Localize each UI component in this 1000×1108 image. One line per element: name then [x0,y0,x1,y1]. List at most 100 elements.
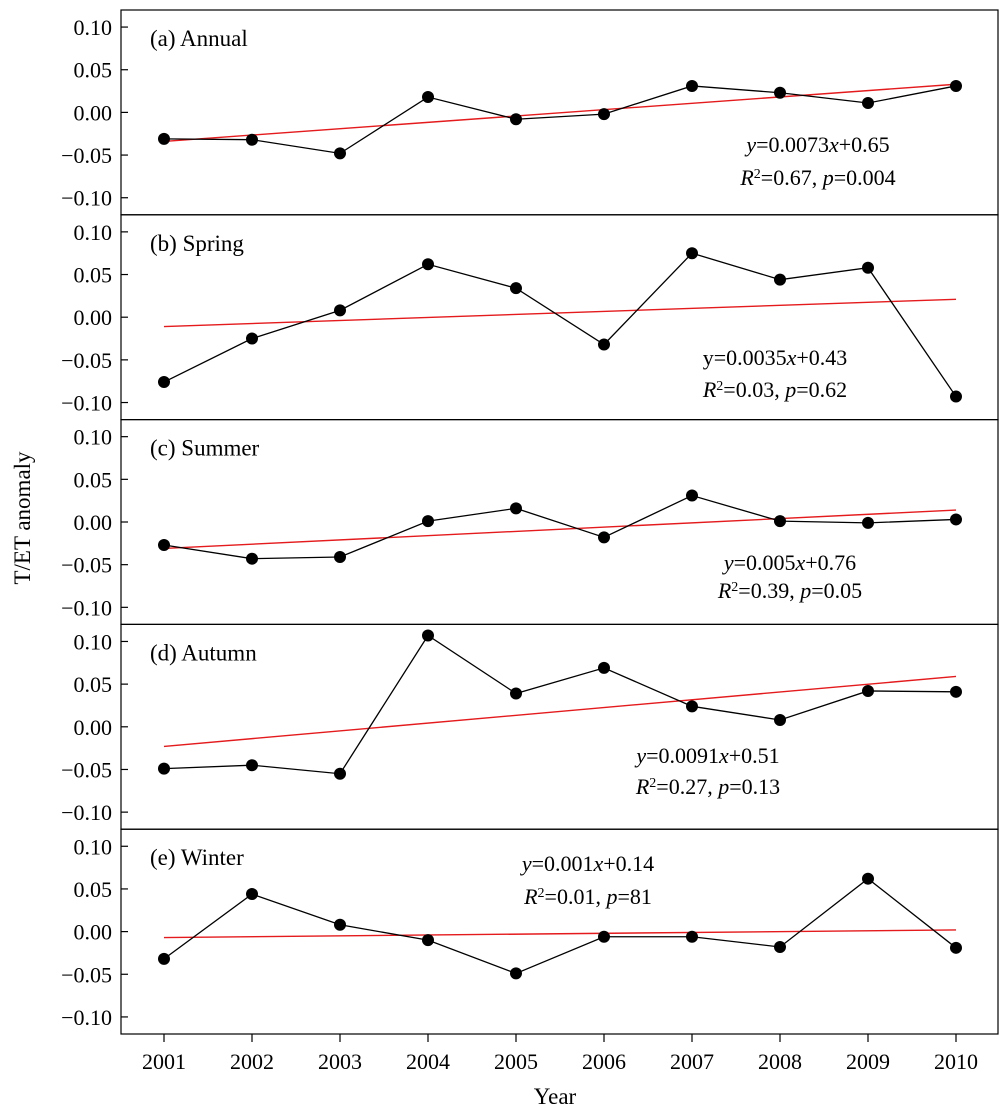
panel-2: −0.10 −0.05 0.00 0.05 0.10 (b) Spring y=0.0035… [61,214,999,421]
data-point [598,661,610,674]
y-tick-label: 0.05 [74,58,113,83]
stats-r: R [635,774,650,799]
regression-equation: y=0.0073x+0.65 [744,132,889,157]
data-point [158,762,170,775]
data-point [774,713,786,726]
equation-intercept: +0.65 [839,132,890,157]
series-line [163,634,957,775]
data-point [950,390,962,403]
data-point [774,515,786,528]
equation-x-var: x [593,851,604,876]
data-point [334,550,346,563]
y-tick-label: 0.10 [74,15,113,40]
data-point [598,531,610,544]
stats-p: p [604,884,617,909]
panel-4: −0.10 −0.05 0.00 0.05 0.10 (d) Autumn y=0.0091… [61,623,999,830]
x-tick-label: 2007 [670,1049,714,1074]
stats-p-value: =0.004 [834,165,896,190]
data-point [862,872,874,885]
y-tick-label: 0.00 [74,715,113,740]
data-point [686,489,698,502]
y-tick-label: 0.05 [74,877,113,902]
stats-r: R [717,578,732,603]
regression-stats: R2=0.39, p=0.05 [717,578,862,603]
equation-x-var: x [718,743,729,768]
y-tick-label: −0.10 [61,800,112,825]
data-point [686,930,698,943]
x-tick-label: 2001 [142,1049,186,1074]
data-point [862,516,874,529]
data-point [862,261,874,274]
trend-line [163,509,957,550]
y-tick-label: −0.10 [61,595,112,620]
equation-intercept: +0.14 [603,851,654,876]
data-point [510,282,522,295]
regression-equation: y=0.005x+0.76 [722,550,856,575]
y-tick-label: 0.05 [74,672,113,697]
stats-r2-value: =0.27, [656,774,718,799]
stats-r: R [702,377,717,402]
stats-r-exponent: 2 [731,580,738,595]
data-point [774,940,786,953]
equation-slope: =0.001 [532,851,594,876]
x-tick-label: 2006 [582,1049,626,1074]
equation-slope: =0.0073 [756,132,829,157]
data-point [510,502,522,515]
regression-equation: y=0.001x+0.14 [520,851,654,876]
panel-1: −0.10 −0.05 0.00 0.05 0.10 (a) Annual y=0.0073… [61,9,999,216]
data-point [422,258,434,271]
stats-r: R [739,165,754,190]
trend-line [163,929,957,939]
x-tick-label: 2005 [494,1049,538,1074]
panel-stack: −0.10−0.050.000.050.10 (a) Annualy=0.0073… [61,9,999,1035]
data-point [334,767,346,780]
panel-5: −0.10 −0.05 0.00 0.05 0.10 (e) Winter y=0.001x… [61,828,999,1035]
data-point [774,86,786,99]
x-tick-label: 2009 [846,1049,890,1074]
data-point [598,108,610,121]
trend-line [163,83,957,143]
equation-x-var: x [795,550,806,575]
y-tick-label: 0.05 [74,467,113,492]
regression-stats: R2=0.03, p=0.62 [702,377,847,402]
stats-r-exponent: 2 [754,167,761,182]
regression-stats: R2=0.27, p=0.13 [635,774,780,799]
data-point [862,97,874,110]
data-point [422,934,434,947]
data-point [510,967,522,980]
equation-slope: =0.005 [734,550,796,575]
y-tick-label: 0.00 [74,920,113,945]
data-point [246,759,258,772]
x-tick-label: 2008 [758,1049,802,1074]
y-tick-label: 0.10 [74,220,113,245]
x-tick-label: 2004 [406,1049,450,1074]
data-point [686,247,698,260]
data-point [246,133,258,146]
stats-p-value: =0.62 [796,377,847,402]
stats-r: R [523,884,538,909]
trend-line [163,675,957,748]
stats-r-exponent: 2 [538,886,545,901]
y-tick-label: 0.00 [74,100,113,125]
data-point [862,684,874,697]
y-tick-label: −0.10 [61,1005,112,1030]
stats-r2-value: =0.67, [761,165,823,190]
data-point [422,91,434,104]
data-point [158,132,170,145]
y-tick-label: −0.05 [61,962,112,987]
equation-slope: =0.0091 [646,743,719,768]
stats-r2-value: =0.39, [738,578,800,603]
stats-p: p [783,377,796,402]
data-point [246,888,258,901]
panel-frame [120,214,999,421]
data-point [510,113,522,126]
y-tick-label: 0.00 [74,510,113,535]
stats-p-value: =0.05 [811,578,862,603]
data-point [334,918,346,931]
equation-y-var: y [634,743,646,768]
y-tick-label: −0.05 [61,348,112,373]
y-tick-label: 0.05 [74,263,113,288]
regression-equation: y=0.0035x+0.43 [703,345,848,370]
panel-label: (c) Summer [150,436,260,461]
